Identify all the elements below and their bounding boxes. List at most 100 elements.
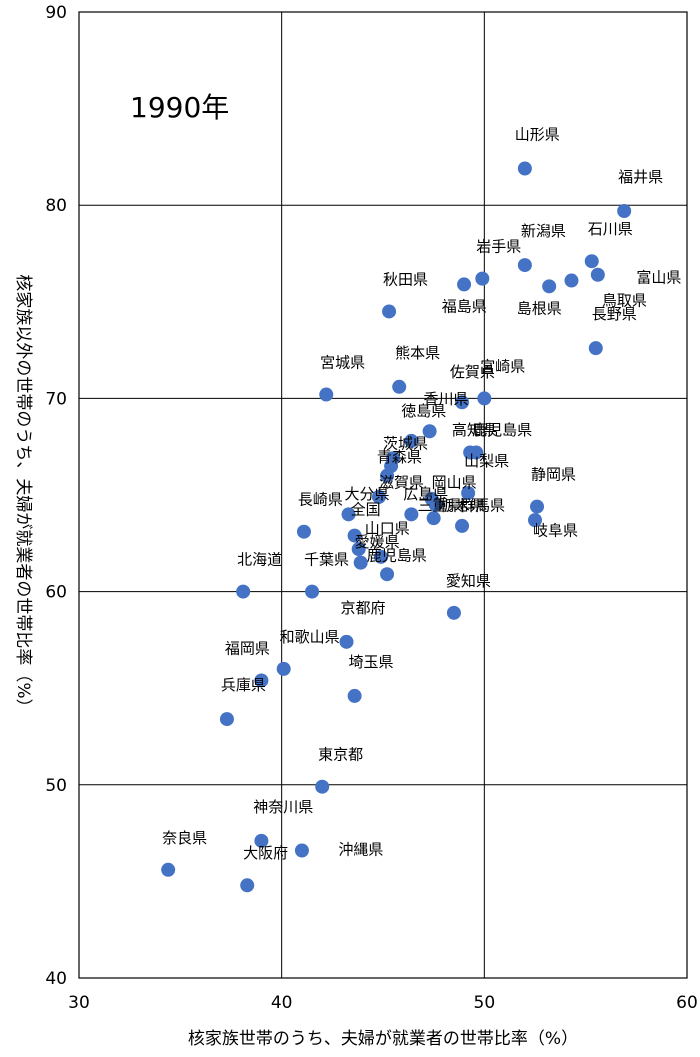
data-point [426, 511, 441, 526]
data-point [404, 507, 419, 522]
data-point [617, 203, 632, 218]
x-axis-title: 核家族世帯のうち、夫婦が就業者の世帯比率（%） [188, 1029, 578, 1049]
point-label: 大阪府 [243, 844, 288, 862]
point-label: 茨城県 [383, 435, 428, 453]
point-layer [161, 161, 632, 893]
data-point [469, 445, 484, 460]
data-point [455, 518, 470, 533]
point-label: 宮城県 [320, 353, 365, 371]
data-point [254, 833, 269, 848]
point-label: 大分県 [344, 485, 389, 503]
data-point [446, 605, 461, 620]
point-label: 山口県 [365, 520, 410, 538]
data-point [564, 273, 579, 288]
point-label: 静岡県 [531, 466, 576, 484]
point-label: 高知県 [452, 421, 497, 439]
y-tick-label: 50 [45, 776, 67, 796]
y-axis-title: 核家族以外の世帯のうち、夫婦が就業者の世帯比率（%） [13, 274, 33, 715]
data-point [319, 387, 334, 402]
point-label: 愛媛県 [355, 533, 400, 551]
data-point [339, 634, 354, 649]
y-tick-label: 60 [45, 583, 67, 603]
data-point [296, 524, 311, 539]
point-label: 広島県 [403, 485, 448, 503]
data-point [530, 499, 545, 514]
data-point [477, 391, 492, 406]
point-label: 岡山県 [432, 473, 477, 491]
point-label: 福島県 [442, 297, 487, 315]
data-point [341, 507, 356, 522]
point-label: 東京都 [318, 746, 363, 764]
point-label: 山形県 [515, 126, 560, 144]
data-point [455, 395, 470, 410]
point-label: 石川県 [588, 220, 633, 238]
point-label: 鹿児島県 [472, 421, 532, 439]
point-label: 神奈川県 [253, 798, 313, 816]
x-tick-label: 60 [676, 993, 698, 1013]
data-point [382, 304, 397, 319]
data-point [517, 161, 532, 176]
data-point [584, 254, 599, 269]
data-point [294, 843, 309, 858]
point-label: 長野県 [592, 305, 637, 323]
point-label: 埼玉県 [349, 653, 394, 671]
point-label: 福岡県 [225, 639, 270, 657]
y-tick-label: 40 [45, 969, 67, 989]
data-point [517, 258, 532, 273]
data-point [588, 341, 603, 356]
point-label: 群馬県 [460, 496, 505, 514]
point-label: 栃木県 [440, 496, 485, 514]
point-label: 岩手県 [476, 238, 521, 256]
point-label: 愛知県 [446, 572, 491, 590]
data-point [315, 779, 330, 794]
data-point [347, 528, 362, 543]
y-tick-label: 80 [45, 196, 67, 216]
data-point [542, 279, 557, 294]
data-point [161, 862, 176, 877]
data-point [422, 424, 437, 439]
point-label: 岐阜県 [533, 522, 578, 540]
data-point [373, 549, 388, 564]
data-point [240, 878, 255, 893]
point-label: 福井県 [618, 168, 663, 186]
grid-layer [79, 12, 687, 978]
point-label: 富山県 [636, 268, 681, 286]
point-label: 兵庫県 [221, 676, 266, 694]
point-label: 佐賀県 [450, 363, 495, 381]
point-label: 鹿児島県 [367, 547, 427, 565]
data-point [347, 688, 362, 703]
point-label: 沖縄県 [338, 840, 383, 858]
data-point [590, 267, 605, 282]
data-point [305, 584, 320, 599]
data-point [528, 513, 542, 528]
data-point [371, 489, 386, 504]
point-label: 徳島県 [401, 402, 446, 420]
year-annotation: 1990年 [130, 91, 229, 124]
point-label: 秋田県 [383, 270, 428, 288]
point-label: 宮崎県 [480, 357, 525, 375]
y-tick-label: 70 [45, 389, 67, 409]
data-point [276, 661, 291, 676]
data-point [428, 497, 443, 512]
point-label: 香川県 [424, 390, 469, 408]
data-point [404, 433, 419, 448]
x-tick-label: 50 [474, 993, 496, 1013]
data-point [219, 712, 234, 727]
point-label: 京都府 [340, 599, 385, 617]
data-point [380, 567, 395, 582]
point-label: 鳥取県 [602, 292, 647, 310]
point-label: 島根県 [517, 299, 562, 317]
point-label: 奈良県 [162, 829, 207, 847]
point-label: 滋賀県 [379, 473, 424, 491]
point-label: 青森県 [377, 448, 422, 466]
point-label: 全国 [351, 500, 381, 518]
data-point [457, 277, 472, 292]
data-point [392, 379, 407, 394]
data-point [351, 542, 366, 557]
plot-frame [78, 11, 688, 979]
x-tick-label: 30 [68, 993, 90, 1013]
point-label: 長崎県 [298, 491, 343, 509]
